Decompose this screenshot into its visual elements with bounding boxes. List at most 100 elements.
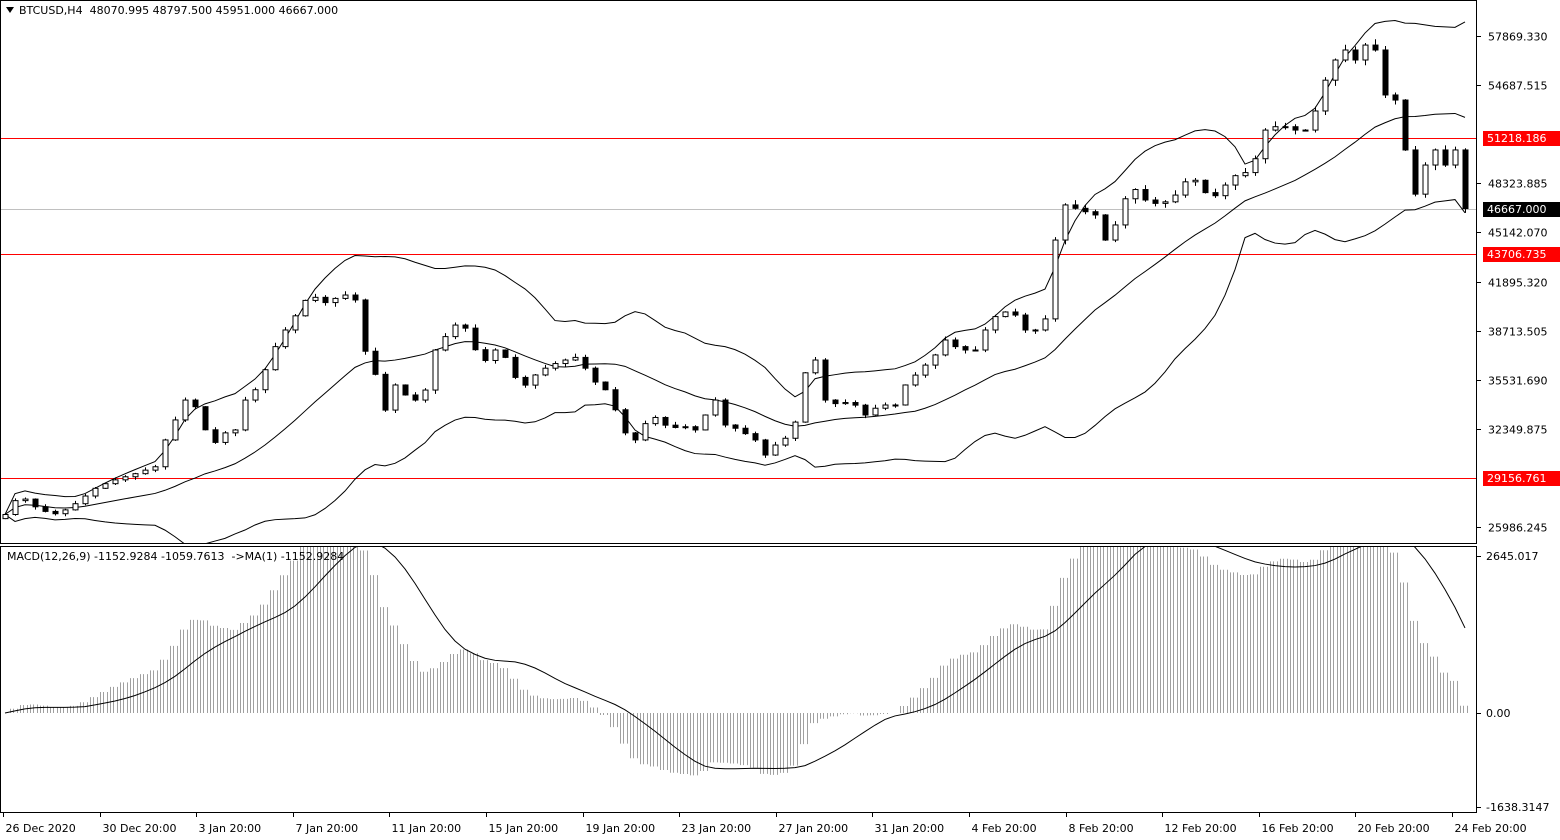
candle-body [202, 406, 209, 431]
candle-body [672, 424, 679, 428]
candle-body [222, 432, 229, 443]
candle [1042, 315, 1049, 332]
candle [452, 322, 459, 340]
candle-body [632, 432, 639, 441]
candle [582, 354, 589, 371]
candle [602, 381, 609, 391]
candle-body [1292, 126, 1299, 131]
candle-body [572, 356, 579, 361]
candle [872, 404, 879, 416]
candle-body [1372, 44, 1379, 51]
candle [82, 493, 89, 506]
candle [802, 372, 809, 423]
horizontal-line-price-label-bg [1483, 131, 1560, 146]
candle [402, 384, 409, 396]
candle-body [872, 407, 879, 416]
macd-ma-label: ->MA(1) [231, 550, 278, 563]
candle-body [382, 373, 389, 411]
candle-body [1172, 194, 1179, 203]
candle-body [1412, 149, 1419, 195]
candle-body [1142, 189, 1149, 201]
price-tick-label: 35531.690 [1488, 375, 1548, 388]
candle [772, 441, 779, 456]
time-tick-label: 11 Jan 20:00 [392, 822, 462, 835]
candle [172, 416, 179, 441]
candle-body [1272, 126, 1279, 131]
candle-body [942, 339, 949, 356]
candle-body [1342, 49, 1349, 61]
candle-body [432, 349, 439, 391]
price-tick-label: 32349.875 [1488, 424, 1548, 437]
candle-body [702, 414, 709, 431]
candle [332, 297, 339, 307]
candle [532, 373, 539, 389]
candle-body [372, 350, 379, 375]
candle [592, 366, 599, 385]
high-value: 48797.500 [152, 4, 213, 17]
candle [1262, 128, 1269, 164]
macd-tick-label: 0.00 [1486, 707, 1511, 720]
candle-body [1002, 311, 1009, 318]
macd-header: MACD(12,26,9) -1152.9284 -1059.7613 ->MA… [7, 550, 344, 563]
bollinger-lower-band [4, 199, 1466, 543]
candle [1392, 92, 1399, 105]
candle [1112, 221, 1119, 243]
candle-body [312, 296, 319, 301]
candle-body [592, 367, 599, 383]
candle [422, 388, 429, 403]
candle [142, 467, 149, 475]
candle [62, 508, 69, 517]
candle-body [752, 433, 759, 441]
chart-menu-triangle-icon[interactable] [6, 7, 14, 13]
candle [162, 438, 169, 470]
candle-body [262, 369, 269, 391]
candle [832, 399, 839, 408]
candle-body [612, 389, 619, 411]
candle-body [642, 423, 649, 441]
candle [1022, 312, 1029, 333]
candle-body [272, 346, 279, 371]
candle [562, 358, 569, 367]
candle [652, 415, 659, 426]
candle [392, 383, 399, 414]
candle [1072, 200, 1079, 210]
candle [92, 486, 99, 499]
candle [1412, 145, 1419, 197]
candle-body [1202, 179, 1209, 194]
candle [972, 346, 979, 352]
candle-body [712, 399, 719, 416]
candle [712, 397, 719, 417]
candle [152, 464, 159, 473]
candle-body [602, 381, 609, 391]
candle [982, 327, 989, 353]
candle [792, 420, 799, 441]
candle [642, 420, 649, 442]
candle [1192, 178, 1199, 186]
candle [1172, 190, 1179, 204]
candle-body [102, 483, 109, 489]
candle-body [282, 329, 289, 348]
candle-body [792, 421, 799, 439]
price-tick-label: 54687.515 [1488, 80, 1548, 93]
candle-body [912, 374, 919, 386]
candle [552, 361, 559, 371]
candle-body [172, 419, 179, 441]
time-tick-label: 30 Dec 20:00 [103, 822, 177, 835]
candle [672, 421, 679, 429]
candle [1332, 58, 1339, 86]
candle-body [812, 359, 819, 374]
candle [842, 399, 849, 405]
candle-body [1462, 149, 1469, 210]
candle-body [232, 429, 239, 434]
candle-body [802, 372, 809, 423]
candle-body [352, 294, 359, 301]
candle-body [1022, 314, 1029, 331]
candle [992, 314, 999, 334]
candle [512, 354, 519, 380]
candle-body [1312, 110, 1319, 131]
candle-body [292, 315, 299, 331]
time-tick-label: 27 Jan 20:00 [779, 822, 849, 835]
candle-body [1392, 94, 1399, 101]
candle [1442, 145, 1449, 167]
